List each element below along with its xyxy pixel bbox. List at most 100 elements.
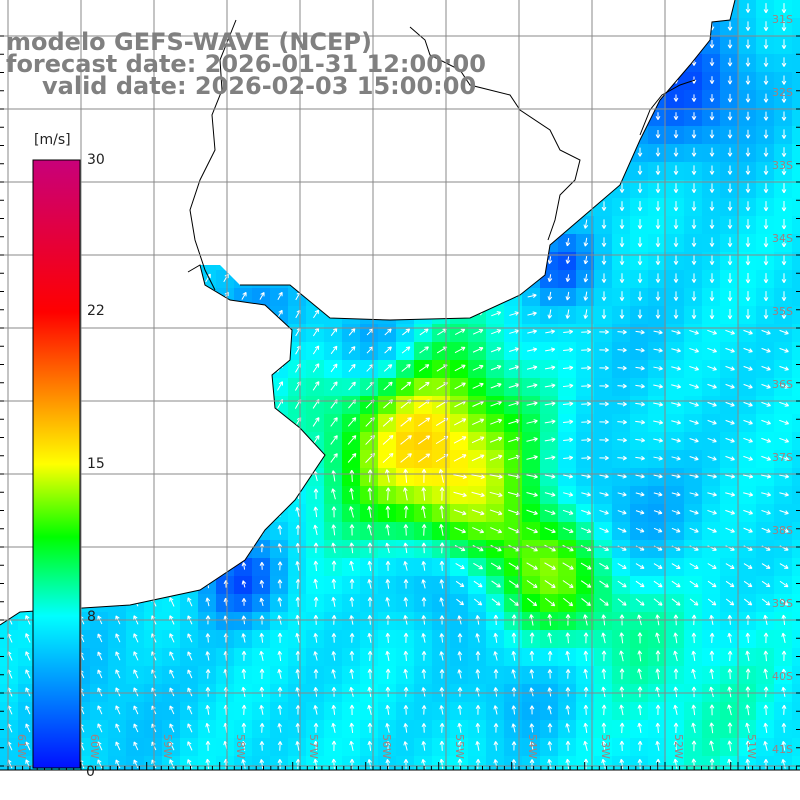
wind-arrow bbox=[637, 291, 643, 301]
wind-arrow bbox=[205, 291, 211, 301]
wind-arrow bbox=[241, 633, 246, 643]
wind-arrow bbox=[673, 147, 679, 157]
speed-cell bbox=[738, 432, 756, 450]
wind-arrow bbox=[491, 329, 502, 335]
speed-cell bbox=[522, 324, 540, 342]
wind-arrow bbox=[312, 345, 320, 355]
speed-cell bbox=[720, 90, 738, 108]
speed-cell bbox=[504, 360, 522, 378]
speed-cell bbox=[288, 486, 306, 504]
speed-cell bbox=[378, 504, 396, 522]
speed-cell bbox=[576, 18, 594, 36]
speed-cell bbox=[108, 630, 126, 648]
speed-cell bbox=[666, 702, 684, 720]
speed-cell bbox=[288, 630, 306, 648]
speed-cell bbox=[648, 198, 666, 216]
speed-cell bbox=[414, 558, 432, 576]
speed-cell bbox=[288, 198, 306, 216]
wind-arrow bbox=[383, 381, 393, 391]
speed-cell bbox=[630, 702, 648, 720]
wind-arrow bbox=[259, 345, 265, 355]
speed-cell bbox=[540, 648, 558, 666]
speed-cell bbox=[720, 270, 738, 288]
wind-arrow bbox=[727, 183, 733, 193]
speed-cell bbox=[612, 198, 630, 216]
wind-arrow bbox=[241, 453, 247, 463]
wind-arrow bbox=[779, 473, 790, 479]
wind-arrow bbox=[205, 524, 211, 535]
speed-cell bbox=[576, 612, 594, 630]
wind-arrow bbox=[490, 418, 503, 425]
wind-arrow bbox=[331, 740, 337, 751]
wind-arrow bbox=[367, 632, 373, 643]
speed-cell bbox=[738, 468, 756, 486]
wind-arrow bbox=[187, 507, 193, 517]
speed-cell bbox=[594, 216, 612, 234]
wind-arrow bbox=[743, 383, 753, 389]
wind-arrow bbox=[401, 364, 411, 372]
wind-arrow bbox=[727, 93, 733, 103]
wind-arrow bbox=[61, 147, 67, 157]
speed-cell bbox=[666, 504, 684, 522]
wind-arrow bbox=[421, 651, 427, 661]
speed-cell bbox=[162, 522, 180, 540]
speed-cell bbox=[288, 144, 306, 162]
wind-arrow bbox=[439, 687, 445, 697]
speed-cell bbox=[144, 666, 162, 684]
speed-cell bbox=[342, 756, 360, 770]
wind-arrow bbox=[97, 543, 103, 553]
speed-cell bbox=[774, 630, 792, 648]
wind-arrow bbox=[348, 255, 356, 265]
wind-arrow bbox=[453, 454, 467, 462]
speed-cell bbox=[648, 396, 666, 414]
wind-arrow bbox=[583, 255, 589, 265]
speed-cell bbox=[774, 450, 792, 468]
speed-cell bbox=[90, 558, 108, 576]
speed-cell bbox=[486, 180, 504, 198]
speed-cell bbox=[378, 288, 396, 306]
speed-cell bbox=[720, 396, 738, 414]
wind-arrow bbox=[401, 184, 411, 192]
speed-cell bbox=[756, 306, 774, 324]
wind-arrow bbox=[761, 437, 772, 443]
wind-arrow bbox=[509, 113, 519, 118]
speed-cell bbox=[216, 108, 234, 126]
speed-cell bbox=[198, 486, 216, 504]
speed-cell bbox=[396, 540, 414, 558]
wind-arrow bbox=[259, 237, 265, 247]
speed-cell bbox=[252, 468, 270, 486]
speed-cell bbox=[666, 162, 684, 180]
speed-cell bbox=[198, 558, 216, 576]
wind-arrow bbox=[348, 165, 356, 174]
wind-arrow bbox=[673, 650, 678, 662]
wind-arrow bbox=[205, 597, 211, 607]
wind-arrow bbox=[367, 469, 373, 483]
speed-cell bbox=[18, 612, 36, 630]
wind-arrow bbox=[419, 166, 429, 174]
wind-arrow bbox=[491, 203, 501, 209]
speed-cell bbox=[450, 738, 468, 756]
speed-cell bbox=[684, 594, 702, 612]
speed-cell bbox=[450, 540, 468, 558]
wind-arrow bbox=[617, 580, 627, 588]
speed-cell bbox=[216, 324, 234, 342]
speed-cell bbox=[378, 594, 396, 612]
speed-cell bbox=[648, 702, 666, 720]
wind-arrow bbox=[438, 469, 445, 483]
wind-arrow bbox=[779, 563, 789, 569]
speed-cell bbox=[144, 648, 162, 666]
speed-cell bbox=[504, 612, 522, 630]
speed-cell bbox=[792, 18, 800, 36]
speed-cell bbox=[612, 432, 630, 450]
wind-arrow bbox=[385, 542, 390, 554]
wind-arrow bbox=[527, 329, 537, 334]
speed-cell bbox=[252, 720, 270, 738]
speed-cell bbox=[342, 504, 360, 522]
speed-cell bbox=[90, 540, 108, 558]
speed-cell bbox=[288, 0, 306, 18]
speed-cell bbox=[738, 198, 756, 216]
speed-cell bbox=[432, 540, 450, 558]
speed-cell bbox=[540, 324, 558, 342]
speed-cell bbox=[684, 450, 702, 468]
wind-arrow bbox=[583, 668, 589, 679]
